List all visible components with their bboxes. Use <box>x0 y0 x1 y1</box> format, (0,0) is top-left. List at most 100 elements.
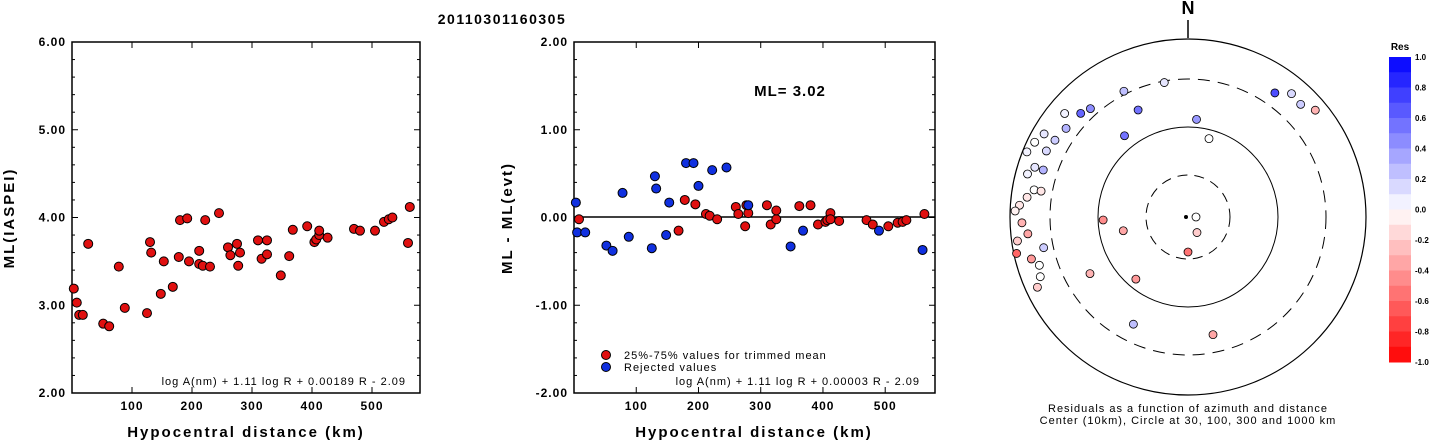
data-point <box>232 238 242 249</box>
station-point <box>1030 162 1040 172</box>
station-point <box>1192 115 1201 124</box>
x-tick-label: 400 <box>811 399 834 413</box>
colorbar-cell <box>1389 118 1411 134</box>
data-point <box>693 180 704 191</box>
panel-polar-residuals: N Residuals as a function of azimuth and… <box>1009 0 1367 427</box>
data-point <box>262 235 272 246</box>
colorbar-tick-label: -1.0 <box>1415 358 1429 367</box>
colorbar-tick-label: 0.0 <box>1415 206 1427 215</box>
y-tick-label: 6.00 <box>39 35 66 49</box>
station-point <box>1012 249 1021 258</box>
station-point <box>1061 124 1071 133</box>
data-point <box>233 260 244 271</box>
colorbar-tick-label: -0.8 <box>1415 328 1429 337</box>
y-tick-label: -1.00 <box>536 298 568 312</box>
ring-30km <box>1145 174 1231 260</box>
station-point <box>1010 206 1020 216</box>
station-point <box>1022 147 1032 157</box>
data-point <box>867 219 878 230</box>
station-point <box>1030 137 1040 147</box>
x-tick-label: 500 <box>874 399 897 413</box>
data-point <box>617 187 628 198</box>
y-tick-label: 3.00 <box>39 298 66 312</box>
y-tick-label: 2.00 <box>541 35 568 49</box>
station-point <box>1041 146 1051 156</box>
data-point <box>919 208 930 219</box>
station-point <box>1133 105 1143 115</box>
station-point <box>1023 229 1033 239</box>
colorbar-tick-label: 0.2 <box>1415 175 1427 184</box>
data-point <box>834 216 845 227</box>
station-point <box>1060 109 1070 118</box>
colorbar-cell <box>1389 194 1411 210</box>
data-point <box>570 197 581 208</box>
ring-300km <box>1049 78 1327 356</box>
colorbar-cell <box>1389 285 1411 302</box>
panel-ml-iaspei: 100 200 300 400 500 2.00 3.00 4.00 5.00 6.00 Hypo… <box>1 35 421 441</box>
colorbar-cells <box>1389 57 1411 363</box>
data-point <box>743 200 754 211</box>
data-point <box>688 158 699 169</box>
station-point <box>1039 129 1049 139</box>
colorbar: Res 1.0 0.8 0.6 0.4 0.2 0.0 -0.2 -0.4 -0.6 -0.8 -1… <box>1389 42 1429 367</box>
station-point <box>1033 282 1042 292</box>
data-point <box>917 244 928 255</box>
ring-100km <box>1097 126 1279 308</box>
data-point <box>370 225 380 236</box>
data-point <box>302 221 313 232</box>
data-point <box>785 241 796 252</box>
data-point <box>194 245 205 256</box>
colorbar-tick-label: -0.6 <box>1415 297 1429 306</box>
colorbar-cell <box>1389 57 1411 73</box>
colorbar-cell <box>1389 301 1411 317</box>
station-point <box>1034 260 1044 270</box>
data-point <box>113 261 124 272</box>
ticks-1: 100 200 300 400 500 2.00 3.00 4.00 5.00 6.00 <box>39 35 420 413</box>
colorbar-tick-label: -0.2 <box>1415 236 1429 245</box>
data-point <box>673 225 684 236</box>
station-point <box>1204 134 1214 144</box>
polar-caption-line-2: Center (10km), Circle at 30, 100, 300 an… <box>1040 415 1337 427</box>
data-point <box>651 183 662 194</box>
colorbar-tick-label: 1.0 <box>1415 53 1427 62</box>
x-tick-label: 100 <box>120 399 143 413</box>
x-tick-label: 200 <box>180 399 203 413</box>
data-point <box>142 308 152 319</box>
station-point <box>1310 105 1320 115</box>
station-point <box>1027 254 1036 264</box>
colorbar-cell <box>1389 102 1411 119</box>
station-point <box>1120 131 1129 141</box>
data-point <box>184 256 194 267</box>
data-point <box>200 215 211 226</box>
colorbar-cell <box>1389 133 1411 149</box>
colorbar-tick-label: 0.4 <box>1415 145 1427 154</box>
colorbar-tick-label: -0.4 <box>1415 267 1429 276</box>
data-point <box>771 214 782 225</box>
station-point <box>1191 212 1201 222</box>
data-point <box>71 297 82 308</box>
colorbar-cell <box>1389 163 1411 180</box>
colorbar-cell <box>1389 87 1411 104</box>
x-axis-label-2: Hypocentral distance (km) <box>635 424 873 441</box>
station-point <box>1086 104 1095 114</box>
colorbar-cell <box>1389 179 1411 195</box>
data-point <box>205 261 215 272</box>
x-tick-label: 300 <box>240 399 263 413</box>
data-point <box>284 251 295 262</box>
y-tick-label: 5.00 <box>39 123 66 137</box>
polar-caption-line-1: Residuals as a function of azimuth and d… <box>1048 403 1328 415</box>
data-point <box>355 225 365 236</box>
data-point <box>733 208 744 219</box>
colorbar-cell <box>1389 255 1411 271</box>
panel-ml-residual: 100 200 300 400 500 -2.00 -1.00 0.00 1.00 2.00 ML… <box>499 35 936 441</box>
data-point <box>314 225 325 236</box>
data-point <box>262 249 272 260</box>
data-point <box>167 281 178 292</box>
station-point <box>1076 108 1086 118</box>
plot-frame-1 <box>71 41 421 394</box>
data-point <box>661 230 672 241</box>
station-point <box>1017 218 1027 228</box>
ring-1000km <box>1009 38 1367 396</box>
data-point <box>712 214 723 225</box>
station-point <box>1038 165 1048 175</box>
